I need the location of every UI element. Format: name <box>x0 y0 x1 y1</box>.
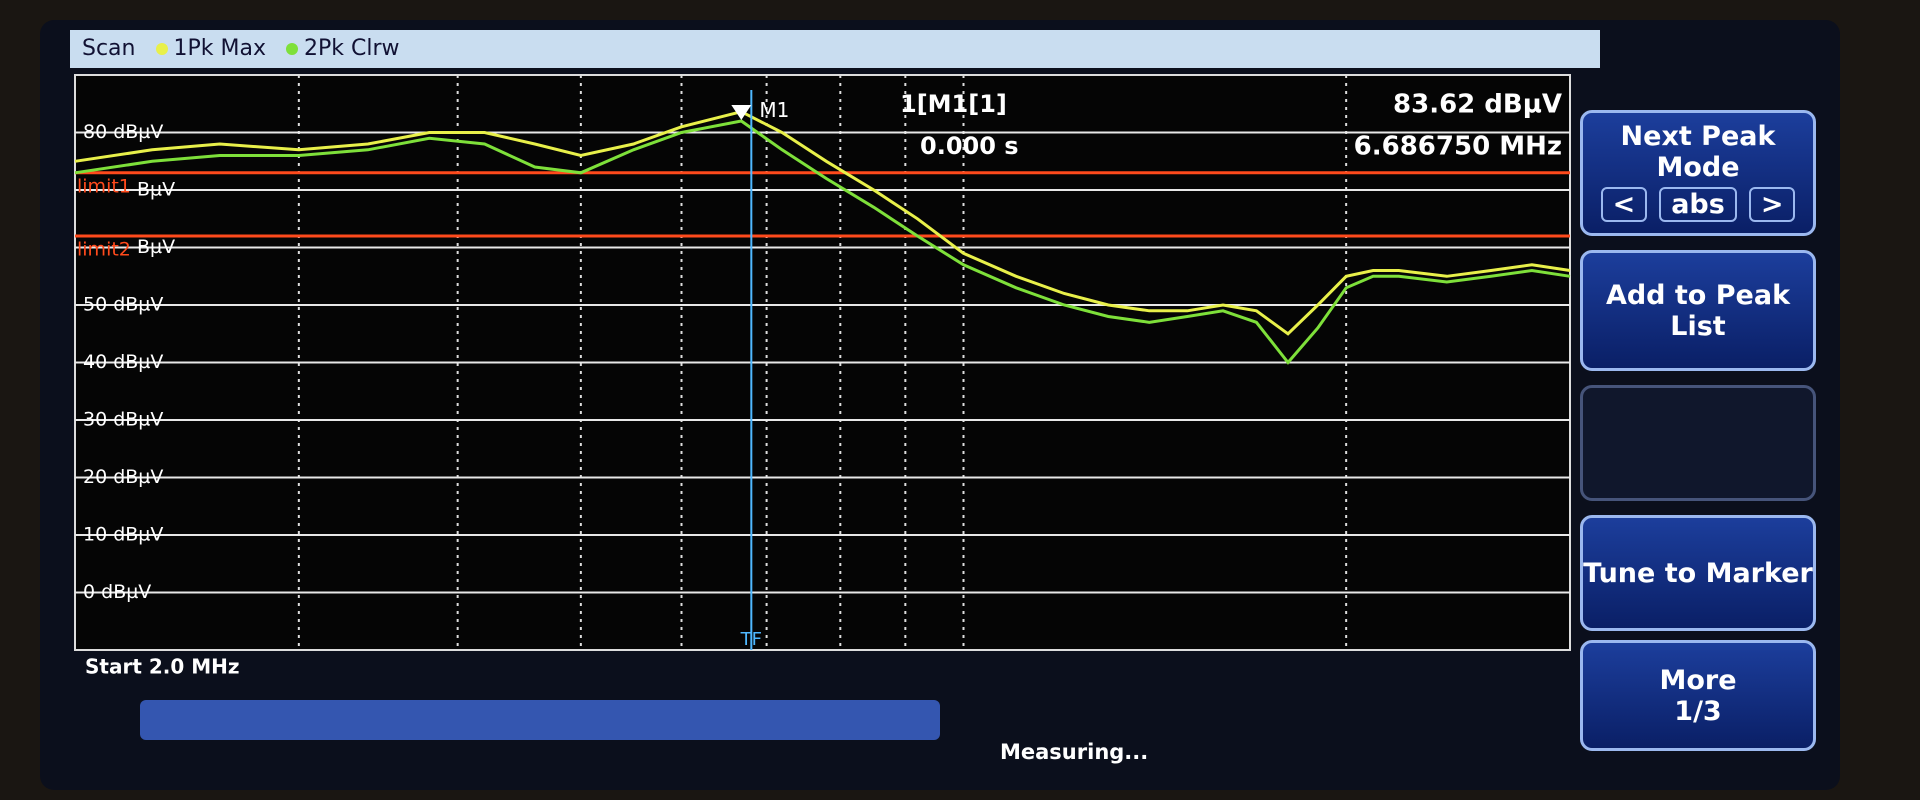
y-tick-label: 10 dBµV <box>83 524 163 546</box>
header: Scan 1Pk Max 2Pk Clrw <box>70 30 1600 68</box>
softkey-blank <box>1580 385 1816 501</box>
readout-frequency: 6.686750 MHz <box>1354 132 1562 162</box>
readout-value: 83.62 dBµV <box>1393 90 1562 120</box>
y-tick-label: 20 dBµV <box>83 466 163 488</box>
marker <box>731 105 752 120</box>
y-tick-label: 50 dBµV <box>83 294 163 316</box>
legend-dot <box>285 43 298 55</box>
start-label: Start 2.0 MHz <box>85 655 240 679</box>
trace <box>74 110 1571 336</box>
legend-dot <box>155 43 168 55</box>
trace <box>74 119 1571 365</box>
chart: 80 dBµV BµV BµV 50 dBµV 40 dBµV 30 dBµV 20 dBµ… <box>74 74 1571 679</box>
softkey-label: Tune to Marker <box>1583 557 1813 589</box>
softkey[interactable]: Tune to Marker <box>1580 515 1816 631</box>
softkey[interactable]: Add to Peak List <box>1580 250 1816 371</box>
y-tick-label: 40 dBµV <box>83 351 163 373</box>
softkey-page: 1/3 <box>1674 695 1722 727</box>
legend-label: 1Pk Max <box>173 36 266 61</box>
legend: 1Pk Max 2Pk Clrw <box>136 36 400 61</box>
softkey-option[interactable]: abs <box>1659 186 1737 222</box>
y-tick-label: BµV <box>137 236 175 258</box>
readout-title: 1[M1[1] <box>900 90 1007 118</box>
status: Measuring... <box>1000 740 1149 764</box>
softkey-label: Next Peak Mode <box>1620 120 1776 183</box>
limit-label: limit1 <box>77 175 131 197</box>
softkey-label: More <box>1659 664 1737 696</box>
y-tick-label: 0 dBµV <box>83 581 151 603</box>
tf-label: TF <box>740 629 762 650</box>
softkey-label: Add to Peak List <box>1605 279 1791 342</box>
marker-label: M1 <box>759 98 789 122</box>
softkey-options: < abs > <box>1583 183 1813 226</box>
y-tick-label: 80 dBµV <box>83 121 163 143</box>
softkey-option[interactable]: > <box>1748 186 1796 222</box>
legend-label: 2Pk Clrw <box>303 36 400 61</box>
scrollbar <box>140 700 940 740</box>
softkey-option[interactable]: < <box>1600 186 1648 222</box>
readout-time: 0.000 s <box>920 132 1019 160</box>
limit-label: limit2 <box>77 239 131 261</box>
header-title: Scan <box>82 36 136 61</box>
softkey[interactable]: Next Peak Mode < abs > <box>1580 110 1816 236</box>
y-tick-label: BµV <box>137 179 175 201</box>
softkey[interactable]: More 1/3 <box>1580 640 1816 751</box>
y-tick-label: 30 dBµV <box>83 409 163 431</box>
